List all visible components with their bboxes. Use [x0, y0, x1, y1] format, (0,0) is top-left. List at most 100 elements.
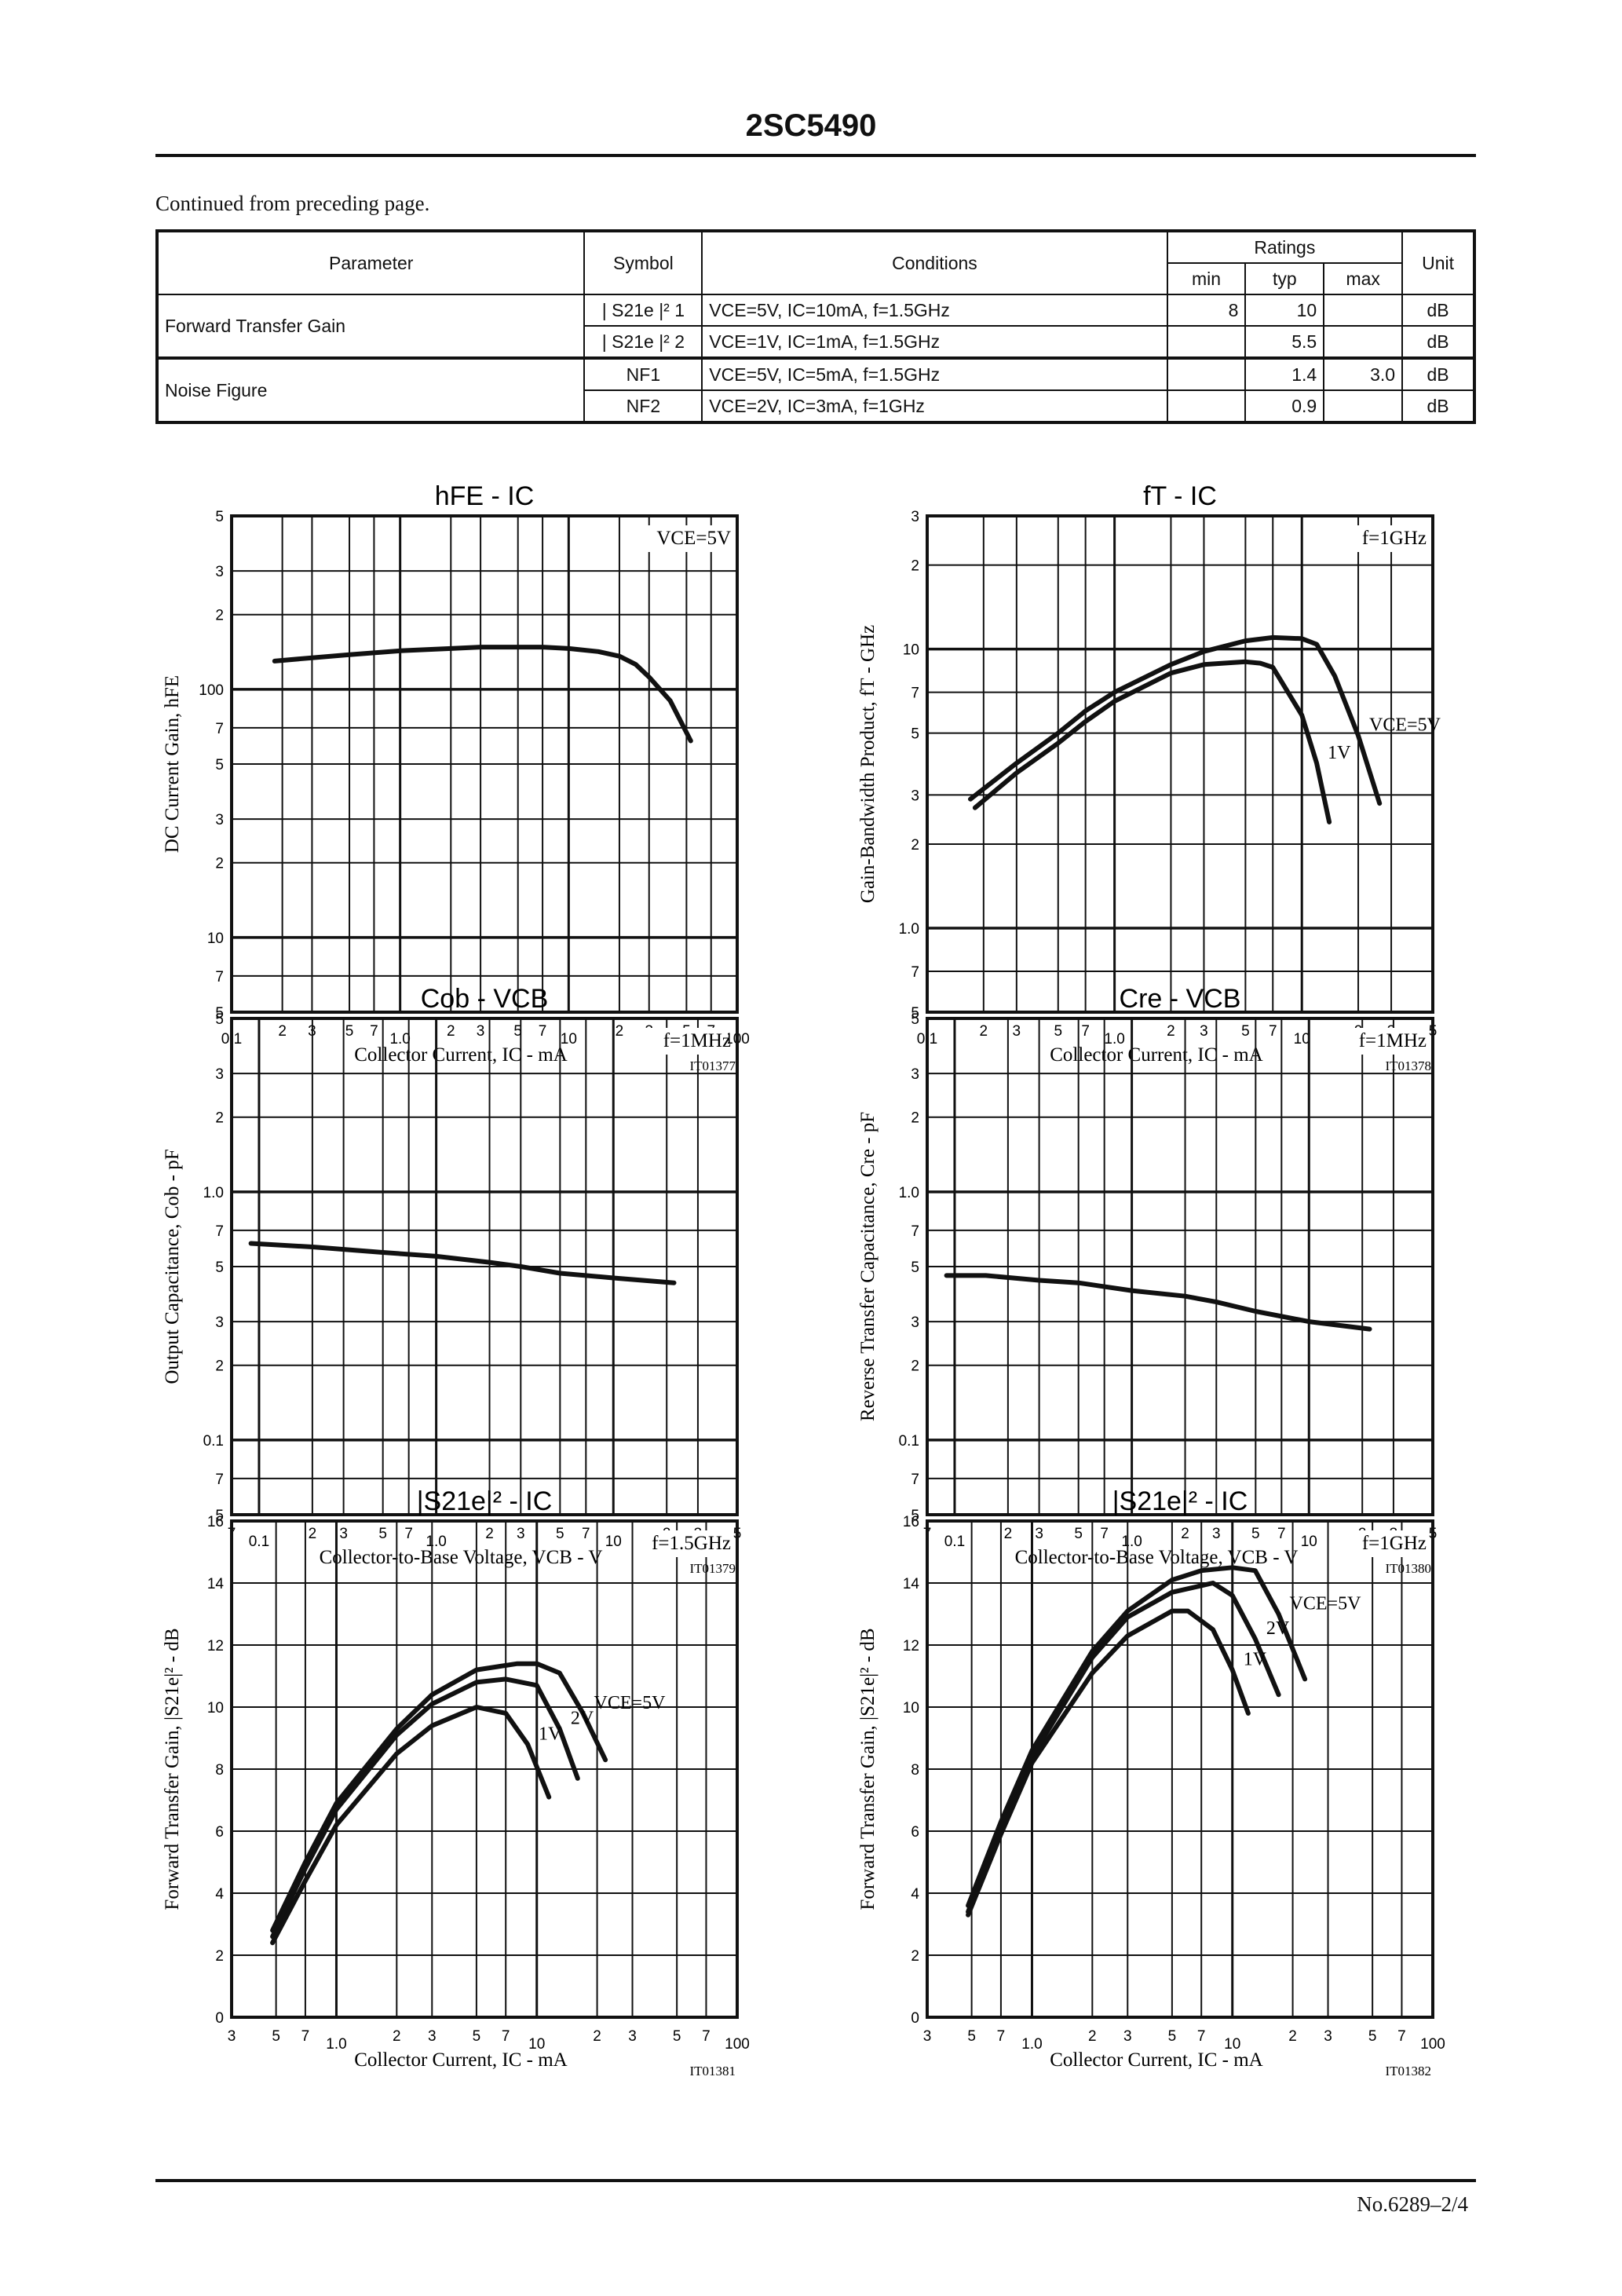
x-tick-label: 7 [301, 2028, 310, 2045]
chart-annotation: f=1MHz [1359, 1030, 1427, 1051]
y-tick-label: 4 [215, 1886, 224, 1903]
y-tick-labels: 0 2 4 6 8 10 12 14 16 [207, 1514, 225, 2027]
y-tick-label: 16 [903, 1514, 919, 1530]
y-axis-label: Forward Transfer Gain, |S21e|² - dB [162, 1628, 183, 1910]
x-axis-label: Collector-to-Base Voltage, VCB - V [320, 1547, 603, 1568]
x-tick-label: 3 [428, 2028, 437, 2045]
table-row: Noise Figure NF1 VCE=5V, IC=5mA, f=1.5GH… [155, 357, 1475, 423]
y-tick-label: 10 [207, 930, 224, 947]
y-tick-label: 2 [215, 1948, 224, 1965]
x-tick-label: 7 [1397, 2028, 1406, 2045]
x-axis-label: Collector Current, IC - mA [1050, 2049, 1262, 2071]
y-tick-label: 2 [911, 1358, 919, 1375]
x-tick-label: 7 [502, 2028, 510, 2045]
y-tick-label: 2 [215, 608, 224, 624]
y-tick-label: 5 [215, 757, 224, 773]
x-tick-label: 2 [980, 1023, 988, 1040]
y-tick-label: 16 [207, 1514, 224, 1530]
series-label: VCE=5V [594, 1693, 667, 1713]
x-tick-label: 1.0 [389, 1031, 410, 1047]
figure-code: IT01382 [1385, 2064, 1431, 2078]
y-tick-label: 7 [215, 721, 224, 737]
table-subheader-row: min typ max [157, 262, 1474, 295]
y-tick-label: 5 [215, 1260, 224, 1276]
y-tick-label: 3 [215, 812, 224, 828]
x-tick-label: 5 [1368, 2028, 1377, 2045]
x-tick-label: 2 [485, 1526, 494, 1542]
x-axis-label: Collector Current, IC - mA [1050, 1044, 1262, 1066]
y-tick-label: 3 [215, 1314, 224, 1331]
cell-typ: 1.4 [1244, 357, 1325, 391]
y-tick-label: 5 [215, 1005, 224, 1022]
x-tick-labels: 3 5 7 1.0 2 3 5 7 10 2 3 5 7 100 [923, 2028, 1445, 2053]
y-axis-label: DC Current Gain, hFE [162, 675, 183, 853]
y-tick-label: 10 [903, 642, 919, 659]
chart-title: |S21e|² - IC [417, 1486, 553, 1516]
x-tick-label: 2 [1181, 1526, 1189, 1542]
y-tick-label: 2 [911, 1948, 919, 1965]
x-tick-label: 3 [477, 1023, 485, 1040]
y-tick-labels: 5 7 1.0 2 3 5 7 10 2 3 [899, 509, 919, 1022]
x-tick-label: 7 [404, 1526, 413, 1542]
series-line [270, 1676, 580, 1940]
y-tick-label: 3 [911, 788, 919, 804]
x-tick-label: 7 [1081, 1023, 1090, 1040]
y-tick-label: 8 [911, 1762, 919, 1779]
x-tick-label: 7 [997, 2028, 1006, 2045]
x-tick-label: 2 [447, 1023, 455, 1040]
chart-annotation: f=1GHz [1362, 1533, 1427, 1554]
x-tick-label: 7 [1269, 1023, 1277, 1040]
y-tick-labels: 0 2 4 6 8 10 12 14 16 [903, 1514, 920, 2027]
chart-annotation: f=1MHz [663, 1030, 731, 1051]
x-tick-label: 3 [1013, 1023, 1021, 1040]
x-tick-label: 3 [628, 2028, 637, 2045]
figure-code: IT01380 [1385, 1561, 1431, 1576]
continued-note: Continued from preceding page. [155, 192, 430, 215]
table-row: NF2 VCE=2V, IC=3mA, f=1GHz 0.9 dB [157, 389, 1475, 423]
chart-title: fT - IC [1143, 481, 1217, 511]
x-tick-label: 7 [539, 1023, 547, 1040]
series-line [944, 1273, 1372, 1332]
table-row: Forward Transfer Gain | S21e |² 1 VCE=5V… [155, 294, 1475, 359]
x-tick-label: 2 [393, 2028, 401, 2045]
x-tick-label: 100 [725, 2036, 750, 2053]
header-ratings: Ratings [1166, 230, 1404, 264]
x-tick-label: 0.1 [249, 1534, 269, 1550]
y-tick-label: 0.1 [899, 1433, 919, 1450]
y-tick-label: 3 [215, 1066, 224, 1083]
y-tick-label: 6 [911, 1824, 919, 1841]
y-axis-label: Output Capacitance, Cob - pF [162, 1149, 183, 1384]
chart-annotation: f=1.5GHz [652, 1533, 731, 1554]
x-tick-label: 0.1 [944, 1534, 965, 1550]
x-tick-label: 10 [561, 1031, 577, 1047]
cell-typ: 5.5 [1244, 325, 1325, 359]
series-label: 1V [1244, 1650, 1267, 1670]
y-tick-label: 3 [911, 1066, 919, 1083]
y-tick-label: 3 [911, 1314, 919, 1331]
cell-max [1323, 389, 1404, 423]
series-line [966, 1565, 1308, 1908]
x-axis-label: Collector Current, IC - mA [354, 2049, 567, 2071]
x-tick-label: 7 [702, 2028, 711, 2045]
figure-code: IT01377 [689, 1058, 736, 1073]
cell-unit: dB [1401, 389, 1475, 423]
cell-typ: 10 [1244, 294, 1325, 327]
x-tick-label: 5 [272, 2028, 280, 2045]
grid [230, 1017, 739, 1516]
x-tick-label: 5 [1168, 2028, 1177, 2045]
y-tick-label: 5 [215, 1508, 224, 1524]
cell-max: 3.0 [1323, 357, 1404, 391]
x-tick-label: 1.0 [326, 2036, 346, 2053]
x-tick-label: 5 [673, 2028, 681, 2045]
y-axis-label: Forward Transfer Gain, |S21e|² - dB [857, 1628, 879, 1910]
y-tick-label: 14 [903, 1576, 920, 1592]
series-label: 1V [539, 1724, 562, 1744]
y-tick-label: 4 [911, 1886, 919, 1903]
y-tick-label: 2 [911, 837, 919, 854]
y-tick-label: 2 [215, 1358, 224, 1375]
x-tick-label: 10 [1224, 2036, 1240, 2053]
